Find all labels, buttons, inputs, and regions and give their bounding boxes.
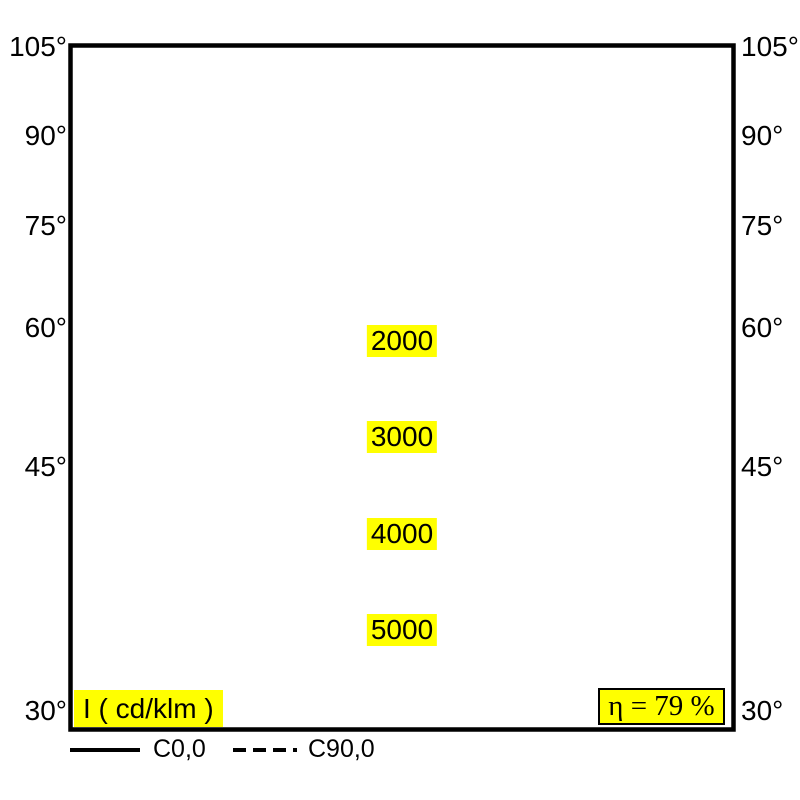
angle-tick-right-30: 30° xyxy=(741,695,784,726)
angle-tick-left-60: 60° xyxy=(24,312,67,343)
angle-tick-left-30: 30° xyxy=(24,695,67,726)
angle-tick-right-75: 75° xyxy=(741,210,784,241)
angle-tick-right-60: 60° xyxy=(741,312,784,343)
legend-label-c90: C90,0 xyxy=(308,735,375,763)
angle-tick-right-45: 45° xyxy=(741,451,784,482)
efficiency-badge: η = 79 % xyxy=(598,688,725,725)
legend-dashed-line-sample xyxy=(233,748,297,752)
ring-label-2000: 2000 xyxy=(366,325,438,357)
ring-label-5000: 5000 xyxy=(366,614,438,646)
legend-solid-line-sample xyxy=(70,748,140,752)
ring-label-3000: 3000 xyxy=(366,421,438,453)
angle-tick-right-90: 90° xyxy=(741,120,784,151)
angle-tick-left-90: 90° xyxy=(24,120,67,151)
angle-tick-left-105: 105° xyxy=(9,31,67,62)
legend-label-c0: C0,0 xyxy=(153,735,206,763)
ring-label-4000: 4000 xyxy=(366,518,438,550)
unit-label-box: I ( cd/klm ) xyxy=(74,690,223,727)
angle-tick-right-105: 105° xyxy=(741,31,799,62)
legend: C0,0 C90,0 xyxy=(0,734,800,766)
angle-tick-left-75: 75° xyxy=(24,210,67,241)
angle-tick-left-45: 45° xyxy=(24,451,67,482)
